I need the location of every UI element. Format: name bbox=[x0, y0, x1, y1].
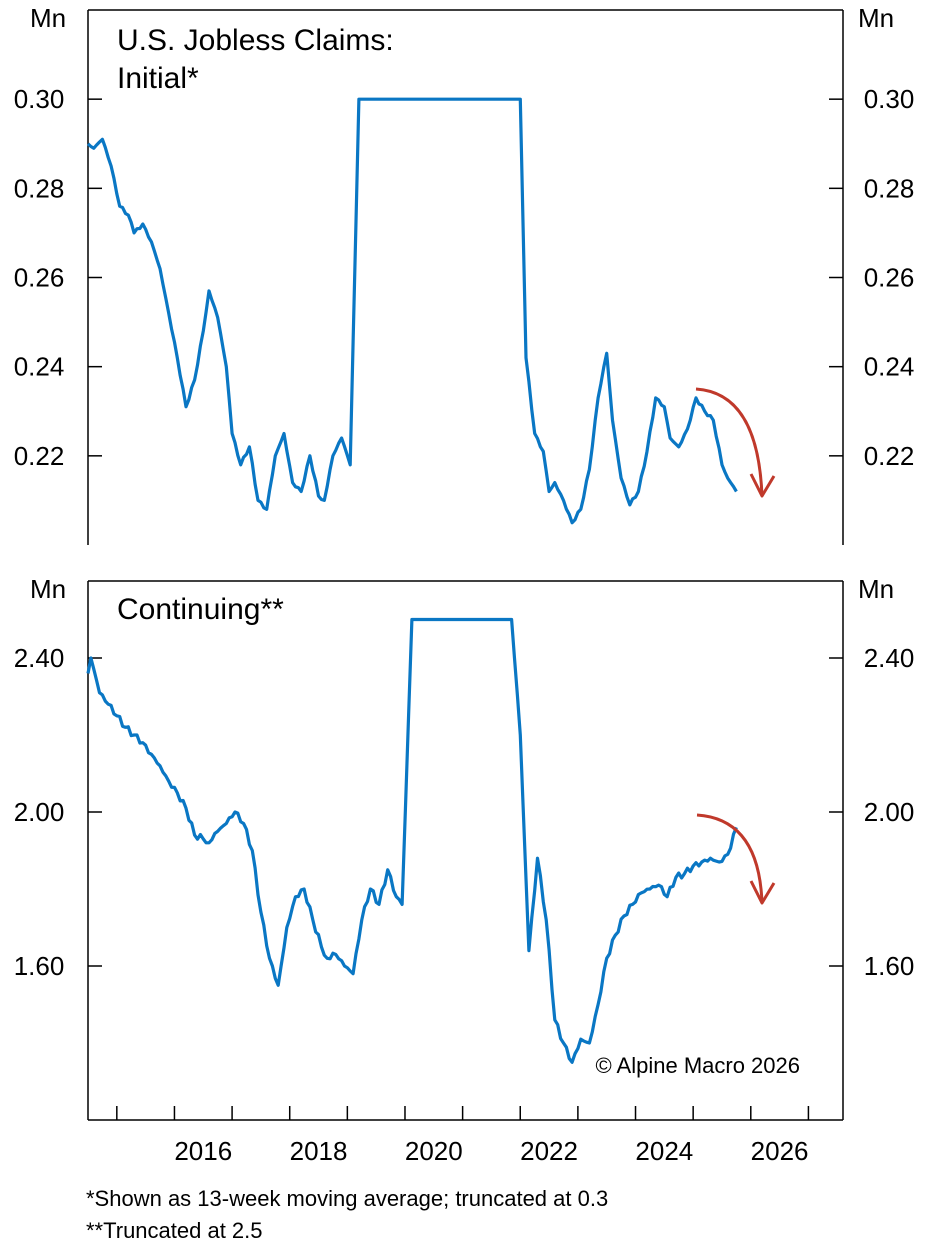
x-tick-label: 2016 bbox=[174, 1136, 232, 1166]
continuing-ytick-label-right: 2.00 bbox=[864, 797, 915, 827]
initial-ytick-label-left: 0.26 bbox=[14, 263, 65, 293]
x-tick-label: 2024 bbox=[635, 1136, 693, 1166]
continuing-claims-panel: Mn Mn Continuing** 2.40 2.40 2.00 2.00 1.60 1.60 bbox=[14, 574, 915, 1121]
initial-ytick-label-left: 0.24 bbox=[14, 352, 65, 382]
initial-ytick-label-right: 0.30 bbox=[864, 84, 915, 114]
initial-ytick-label-right: 0.24 bbox=[864, 352, 915, 382]
initial-ytick-label-right: 0.28 bbox=[864, 173, 915, 203]
continuing-unit-left: Mn bbox=[30, 574, 66, 604]
initial-ytick-label-left: 0.22 bbox=[14, 441, 65, 471]
initial-unit-left: Mn bbox=[30, 3, 66, 33]
initial-ytick-label-left: 0.30 bbox=[14, 84, 65, 114]
continuing-ytick-label-right: 1.60 bbox=[864, 951, 915, 981]
initial-unit-right: Mn bbox=[858, 3, 894, 33]
continuing-ytick-label-right: 2.40 bbox=[864, 643, 915, 673]
initial-trend-arrow bbox=[695, 387, 764, 497]
initial-series-line bbox=[86, 97, 738, 525]
continuing-unit-right: Mn bbox=[858, 574, 894, 604]
initial-claims-panel: Mn Mn U.S. Jobless Claims: Initial* 0.30 0.30… bbox=[14, 3, 915, 545]
x-tick-label: 2018 bbox=[290, 1136, 348, 1166]
continuing-title: Continuing** bbox=[117, 593, 284, 626]
initial-ytick-label-right: 0.26 bbox=[864, 263, 915, 293]
continuing-ytick-label-left: 1.60 bbox=[14, 951, 65, 981]
continuing-ytick-label-left: 2.00 bbox=[14, 797, 65, 827]
x-tick-label: 2026 bbox=[751, 1136, 809, 1166]
x-axis: 2016 2018 2020 2022 2024 2026 bbox=[116, 1106, 810, 1166]
initial-ytick-label-right: 0.22 bbox=[864, 441, 915, 471]
initial-title: U.S. Jobless Claims: bbox=[117, 24, 394, 57]
continuing-ytick-label-left: 2.40 bbox=[14, 643, 65, 673]
footnote-continuing: **Truncated at 2.5 bbox=[86, 1218, 263, 1243]
initial-trend-arrowhead bbox=[749, 473, 776, 498]
copyright-label: © Alpine Macro 2026 bbox=[595, 1053, 800, 1078]
continuing-trend-arrowhead bbox=[749, 880, 776, 905]
continuing-trend-arrow bbox=[696, 813, 764, 904]
initial-ytick-label-left: 0.28 bbox=[14, 173, 65, 203]
x-tick-label: 2022 bbox=[520, 1136, 578, 1166]
initial-subtitle: Initial* bbox=[117, 62, 199, 95]
continuing-series-line bbox=[86, 617, 738, 1064]
footnote-initial: *Shown as 13-week moving average; trunca… bbox=[86, 1186, 609, 1211]
x-tick-label: 2020 bbox=[405, 1136, 463, 1166]
